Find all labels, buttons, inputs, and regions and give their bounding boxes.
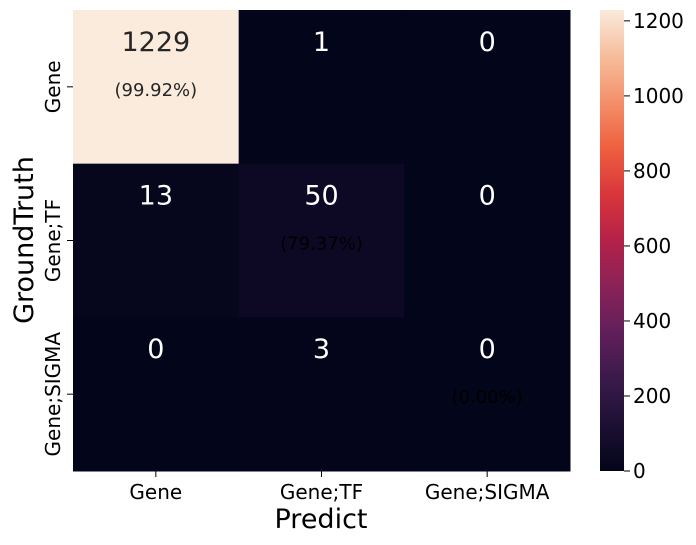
y-axis-ticks: Gene Gene;TF Gene;SIGMA xyxy=(41,60,73,456)
colorbar-ticks: 0 200 400 600 800 1000 1200 xyxy=(624,9,684,483)
colorbar xyxy=(600,10,624,471)
colorbar-tick-label: 800 xyxy=(633,159,671,183)
heatmap-cells xyxy=(73,10,571,472)
x-tick-label: Gene;SIGMA xyxy=(425,480,550,504)
heatmap-cell xyxy=(404,317,571,472)
heatmap-cell xyxy=(238,163,405,318)
heatmap-cell xyxy=(73,10,240,165)
cell-percent-label: (99.92%) xyxy=(114,80,197,101)
cell-value-label: 1 xyxy=(313,27,330,58)
colorbar-tick-label: 400 xyxy=(633,309,671,333)
x-tick-label: Gene xyxy=(129,480,182,504)
cell-value-label: 0 xyxy=(479,334,496,365)
colorbar-tick-label: 200 xyxy=(633,384,671,408)
cell-percent-label: (0.00%) xyxy=(452,387,523,408)
cell-value-label: 1229 xyxy=(121,27,190,58)
cell-value-label: 50 xyxy=(304,181,338,212)
heatmap-cell xyxy=(73,163,240,318)
y-axis-label: GroundTruth xyxy=(9,156,40,324)
y-tick-label: Gene;TF xyxy=(41,199,65,282)
cell-percent-label: (79.37%) xyxy=(280,234,363,255)
cell-value-label: 0 xyxy=(147,334,164,365)
heatmap-cell xyxy=(238,317,405,472)
x-tick-label: Gene;TF xyxy=(280,480,363,504)
heatmap-cell xyxy=(404,10,571,165)
cell-value-label: 0 xyxy=(479,181,496,212)
cell-value-label: 13 xyxy=(139,181,173,212)
y-tick-label: Gene;SIGMA xyxy=(41,332,65,457)
colorbar-tick-label: 0 xyxy=(633,459,646,483)
cell-value-label: 3 xyxy=(313,334,330,365)
x-axis-ticks: Gene Gene;TF Gene;SIGMA xyxy=(129,471,550,504)
colorbar-tick-label: 1200 xyxy=(633,9,684,33)
colorbar-tick-label: 1000 xyxy=(633,84,684,108)
heatmap-cell-labels: 1229 1 0 13 50 0 0 3 0 (99.92%) (79.37%) (0.00%) xyxy=(114,27,522,408)
heatmap-cell xyxy=(73,317,240,472)
cell-value-label: 0 xyxy=(479,27,496,58)
colorbar-tick-label: 600 xyxy=(633,234,671,258)
heatmap-cell xyxy=(404,163,571,318)
y-tick-label: Gene xyxy=(41,60,65,113)
heatmap-cell xyxy=(238,10,405,165)
x-axis-label: Predict xyxy=(275,504,368,535)
